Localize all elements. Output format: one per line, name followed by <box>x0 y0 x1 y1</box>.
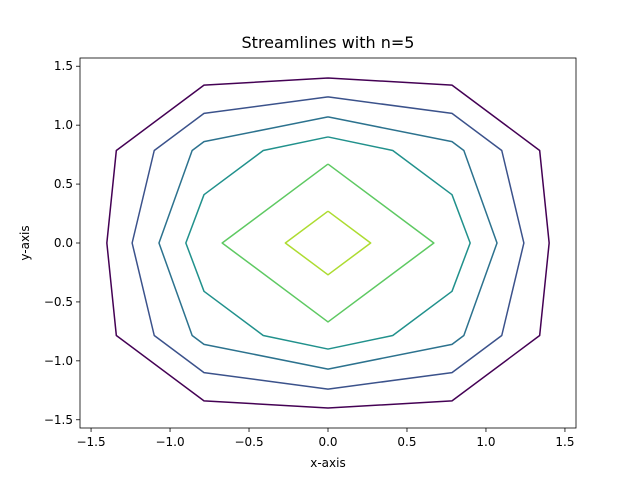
y-tick-label: −0.5 <box>44 295 73 309</box>
contour-line-5 <box>221 163 435 323</box>
plot-frame <box>79 57 577 429</box>
y-ticks: −1.5 −1.0 −0.5 0.0 0.5 1.0 1.5 <box>44 59 80 427</box>
plot-lines <box>106 77 550 409</box>
y-tick-label: 1.0 <box>54 118 73 132</box>
y-tick-label: −1.0 <box>44 354 73 368</box>
x-tick-label: −1.5 <box>76 435 105 449</box>
y-axis-label: y-axis <box>18 225 32 260</box>
x-ticks: −1.5 −1.0 −0.5 0.0 0.5 1.0 1.5 <box>76 428 574 449</box>
x-tick-label: 0.0 <box>318 435 337 449</box>
y-tick-label: 0.5 <box>54 177 73 191</box>
x-axis-label: x-axis <box>310 456 345 470</box>
chart-title: Streamlines with n=5 <box>242 33 415 52</box>
x-tick-label: −0.5 <box>234 435 263 449</box>
contour-line-1 <box>106 77 550 409</box>
y-tick-label: −1.5 <box>44 413 73 427</box>
contour-line-4 <box>185 136 471 350</box>
contour-line-6 <box>284 210 372 276</box>
x-tick-label: 1.5 <box>555 435 574 449</box>
y-tick-label: 1.5 <box>54 59 73 73</box>
x-tick-label: −1.0 <box>155 435 184 449</box>
contour-line-2 <box>131 96 525 390</box>
y-tick-label: 0.0 <box>54 236 73 250</box>
x-tick-label: 0.5 <box>397 435 416 449</box>
x-tick-label: 1.0 <box>476 435 495 449</box>
contour-line-3 <box>158 116 498 370</box>
